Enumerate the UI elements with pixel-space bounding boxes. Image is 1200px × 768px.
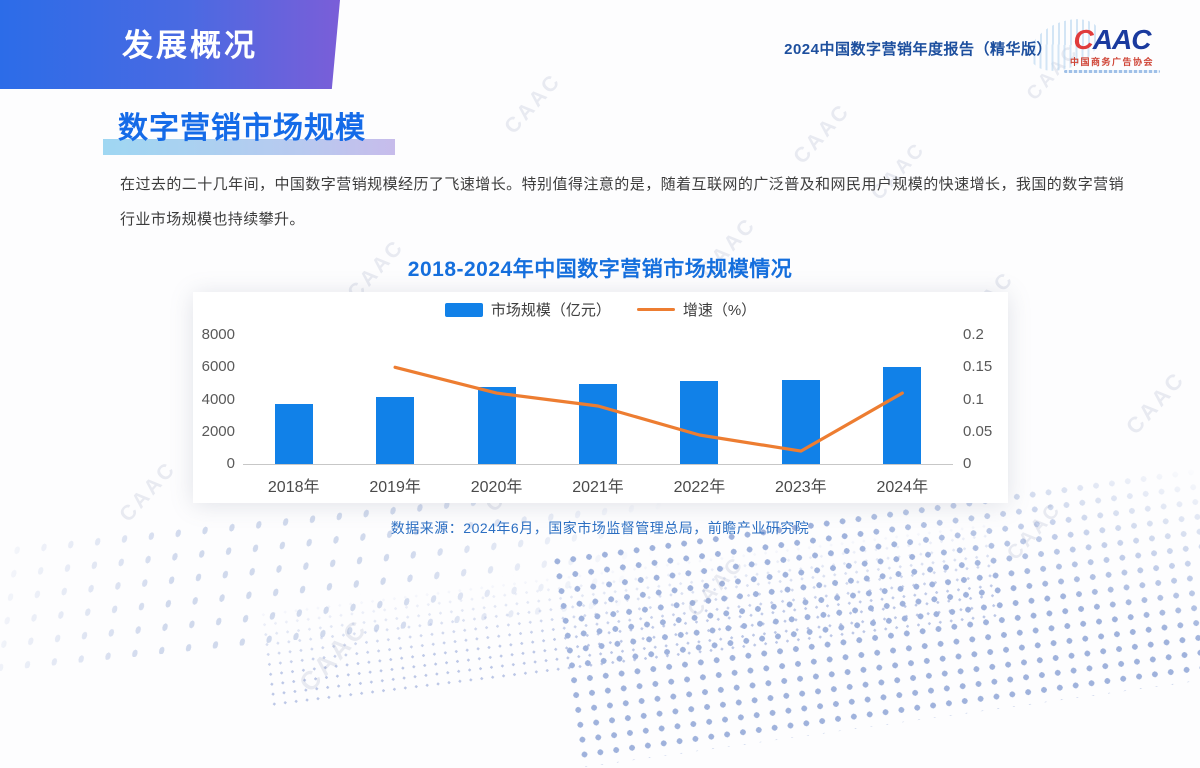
intro-paragraph: 在过去的二十几年间，中国数字营销规模经历了飞速增长。特别值得注意的是，随着互联网… (120, 176, 1124, 228)
y-right-tick: 0.15 (963, 358, 993, 376)
caac-logo-letters-aac: AAC (1092, 24, 1152, 55)
x-axis-label: 2018年 (267, 479, 320, 496)
bar-2021年 (579, 384, 617, 464)
report-title: 2024中国数字营销年度报告（精华版） (784, 41, 1052, 58)
y-left-tick: 0 (226, 455, 235, 472)
chart-legend: 市场规模（亿元） 增速（%） (193, 299, 1008, 320)
y-left-tick: 2000 (201, 422, 235, 440)
growth-line (393, 365, 904, 453)
chart-card: 市场规模（亿元） 增速（%） 0 2000 4000 6000 8000 0 0.05 0.1… (193, 292, 1008, 503)
caac-watermark: CAAC (292, 612, 374, 698)
bar-2018年 (274, 404, 313, 464)
y-right-tick: 0.2 (963, 326, 984, 343)
caac-watermark: CAAC (683, 551, 749, 622)
halftone-wave-middle (256, 510, 1004, 710)
x-axis-label: 2020年 (470, 479, 523, 496)
caac-watermark: CAAC (1120, 366, 1190, 440)
legend-line-label: 增速（%） (682, 302, 757, 319)
y-left-tick: 8000 (201, 326, 235, 343)
y-right-tick: 0 (963, 455, 972, 472)
caac-watermark: CAAC (115, 456, 181, 527)
caac-watermark: CAAC (500, 68, 566, 139)
x-axis-label: 2023年 (775, 479, 827, 496)
bar-2020年 (477, 386, 516, 464)
legend-bar-label: 市场规模（亿元） (490, 302, 611, 319)
section-title: 发展概况 (122, 28, 258, 63)
bar-2019年 (376, 397, 415, 464)
x-axis-label: 2024年 (876, 479, 929, 496)
legend-item-bar: 市场规模（亿元） (444, 299, 611, 320)
caac-logo-letter-c: C (1073, 24, 1094, 55)
caac-logo-english-line (1064, 70, 1160, 73)
y-right-tick: 0.05 (963, 422, 993, 440)
section-banner: 发展概况 (0, 0, 340, 89)
y-right-tick: 0.1 (963, 390, 984, 408)
y-left-tick: 4000 (201, 390, 235, 408)
legend-item-line: 增速（%） (636, 299, 757, 320)
x-axis-label: 2022年 (673, 479, 726, 496)
x-axis-label: 2019年 (369, 479, 421, 496)
bar-2022年 (680, 380, 719, 464)
chart-plot (243, 335, 953, 465)
heading-highlight-bar (103, 139, 395, 155)
data-source: 数据来源：2024年6月，国家市场监督管理总局，前瞻产业研究院 (390, 520, 810, 536)
caac-watermark: CAAC (789, 98, 855, 169)
heading-wrap: 数字营销市场规模 (103, 106, 395, 155)
caac-logo-subtitle: 中国商务广告协会 (1069, 57, 1154, 67)
x-axis-label: 2021年 (572, 479, 624, 496)
caac-logo-wordmark: CAAC (1058, 26, 1166, 54)
page-heading: 数字营销市场规模 (118, 112, 366, 145)
chart-title: 2018-2024年中国数字营销市场规模情况 (407, 258, 793, 281)
y-left-tick: 6000 (201, 358, 235, 376)
legend-line-swatch (636, 308, 675, 311)
bar-2024年 (883, 367, 922, 464)
legend-bar-swatch (444, 302, 483, 317)
halftone-wave-right (548, 459, 1200, 768)
caac-logo: CAAC 中国商务广告协会 (1058, 26, 1166, 73)
